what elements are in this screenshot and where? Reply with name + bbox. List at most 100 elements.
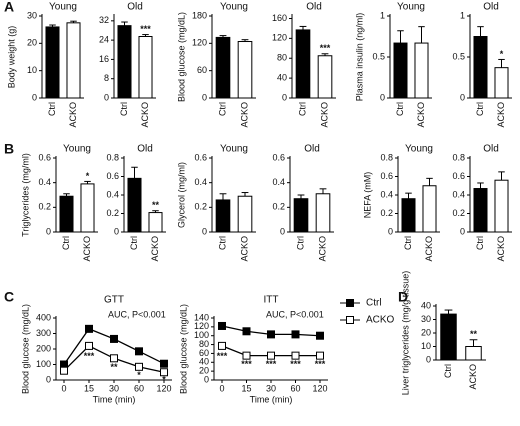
legend-marker [346, 316, 354, 324]
y-axis-label: NEFA (mM) [362, 172, 372, 219]
y-tick-label: 0.8 [452, 152, 465, 162]
y-tick-label: 0.4 [106, 189, 119, 199]
y-tick-label: 0.6 [272, 152, 285, 162]
bar [317, 55, 333, 99]
marker [218, 341, 226, 350]
significance: *** [320, 43, 331, 53]
y-tick-label: 80 [199, 339, 209, 349]
x-tick-label: Ctrl [295, 236, 305, 250]
bar [401, 198, 416, 233]
y-tick-label: 0 [204, 374, 209, 384]
significance: * [500, 49, 504, 59]
x-tick-label: Ctrl [217, 102, 227, 116]
y-tick-label: 100 [194, 330, 209, 340]
x-tick-label: ACKO [317, 236, 327, 262]
bar [414, 42, 429, 99]
panel-label: A [4, 0, 14, 15]
significance: *** [290, 359, 301, 369]
marker [267, 330, 275, 339]
panel-label: B [4, 141, 14, 157]
y-tick-label: 120 [194, 321, 209, 331]
x-tick-label: Ctrl [129, 236, 139, 250]
chart-title: Old [127, 2, 143, 13]
significance: *** [217, 351, 228, 361]
y-tick-label: 0 [46, 374, 51, 384]
y-tick-label: 0 [202, 226, 207, 236]
y-tick-label: 140 [194, 312, 209, 322]
y-tick-label: 0.5 [452, 51, 465, 61]
marker [316, 351, 324, 360]
y-tick-label: 0.6 [380, 171, 393, 181]
y-tick-label: 1 [460, 10, 465, 20]
marker [160, 359, 168, 368]
significance: *** [315, 359, 326, 369]
y-tick-label: 0.2 [272, 202, 285, 212]
y-tick-label: 0 [460, 92, 465, 102]
y-tick-label: 0.4 [380, 189, 393, 199]
y-tick-label: 0.4 [452, 189, 465, 199]
y-axis-label: Blood glucose (mg/dL) [176, 12, 186, 102]
x-tick-label: ACKO [140, 102, 150, 128]
marker [160, 368, 168, 377]
y-tick-label: 0 [380, 92, 385, 102]
x-tick-label: Ctrl [61, 236, 71, 250]
y-tick-label: 0 [282, 92, 287, 102]
bar [295, 29, 311, 99]
x-tick-label: ACKO [496, 236, 506, 262]
bar [237, 41, 253, 99]
marker [267, 351, 275, 360]
y-tick-label: 30 [27, 10, 37, 20]
y-tick-label: 1 [380, 10, 385, 20]
x-tick-label: Ctrl [395, 102, 405, 116]
bar [148, 212, 163, 233]
x-tick-label: 30 [109, 383, 119, 393]
y-axis-label: Plasma insulin (ng/ml) [354, 13, 364, 102]
chart-title: Old [304, 144, 320, 155]
y-tick-label: 40 [277, 72, 287, 82]
y-tick-label: 0 [202, 92, 207, 102]
bar [473, 188, 488, 233]
y-tick-label: 120 [192, 38, 207, 48]
x-tick-label: ACKO [82, 236, 92, 262]
chart-title: ITT [264, 295, 279, 306]
chart-title: Young [220, 144, 248, 155]
y-tick-label: 60 [197, 65, 207, 75]
bar [138, 36, 153, 99]
chart-title: Young [220, 2, 248, 13]
bar [494, 179, 509, 233]
y-tick-label: 32 [99, 15, 109, 25]
x-tick-label: 120 [312, 383, 327, 393]
x-tick-label: Ctrl [443, 364, 453, 378]
bar [215, 36, 231, 99]
y-tick-label: 0 [280, 226, 285, 236]
bar [127, 177, 142, 233]
y-tick-label: 0.2 [380, 208, 393, 218]
y-axis-label: Liver triglycerides (mg/g tissue) [400, 271, 410, 396]
x-tick-label: ACKO [239, 102, 249, 128]
x-axis-label: Time (min) [93, 394, 136, 404]
significance: *** [84, 351, 95, 361]
x-tick-label: 0 [219, 383, 224, 393]
x-tick-label: 60 [134, 383, 144, 393]
y-tick-label: 200 [36, 343, 51, 353]
marker [242, 351, 251, 360]
x-tick-label: Ctrl [475, 102, 485, 116]
significance: * [162, 375, 166, 385]
marker [291, 351, 300, 360]
y-tick-label: 0.2 [194, 202, 207, 212]
y-tick-label: 0 [46, 226, 51, 236]
bar [422, 185, 437, 233]
significance: *** [241, 359, 252, 369]
bar [237, 195, 253, 233]
x-tick-label: Ctrl [47, 102, 57, 116]
bar [440, 313, 457, 361]
x-tick-label: Ctrl [217, 236, 227, 250]
significance: ** [152, 200, 160, 210]
y-tick-label: 100 [36, 359, 51, 369]
bar [473, 36, 488, 99]
marker [135, 362, 143, 371]
chart-title: GTT [104, 295, 124, 306]
x-tick-label: ACKO [239, 236, 249, 262]
significance: ** [470, 329, 478, 339]
y-tick-label: 0.8 [380, 152, 393, 162]
